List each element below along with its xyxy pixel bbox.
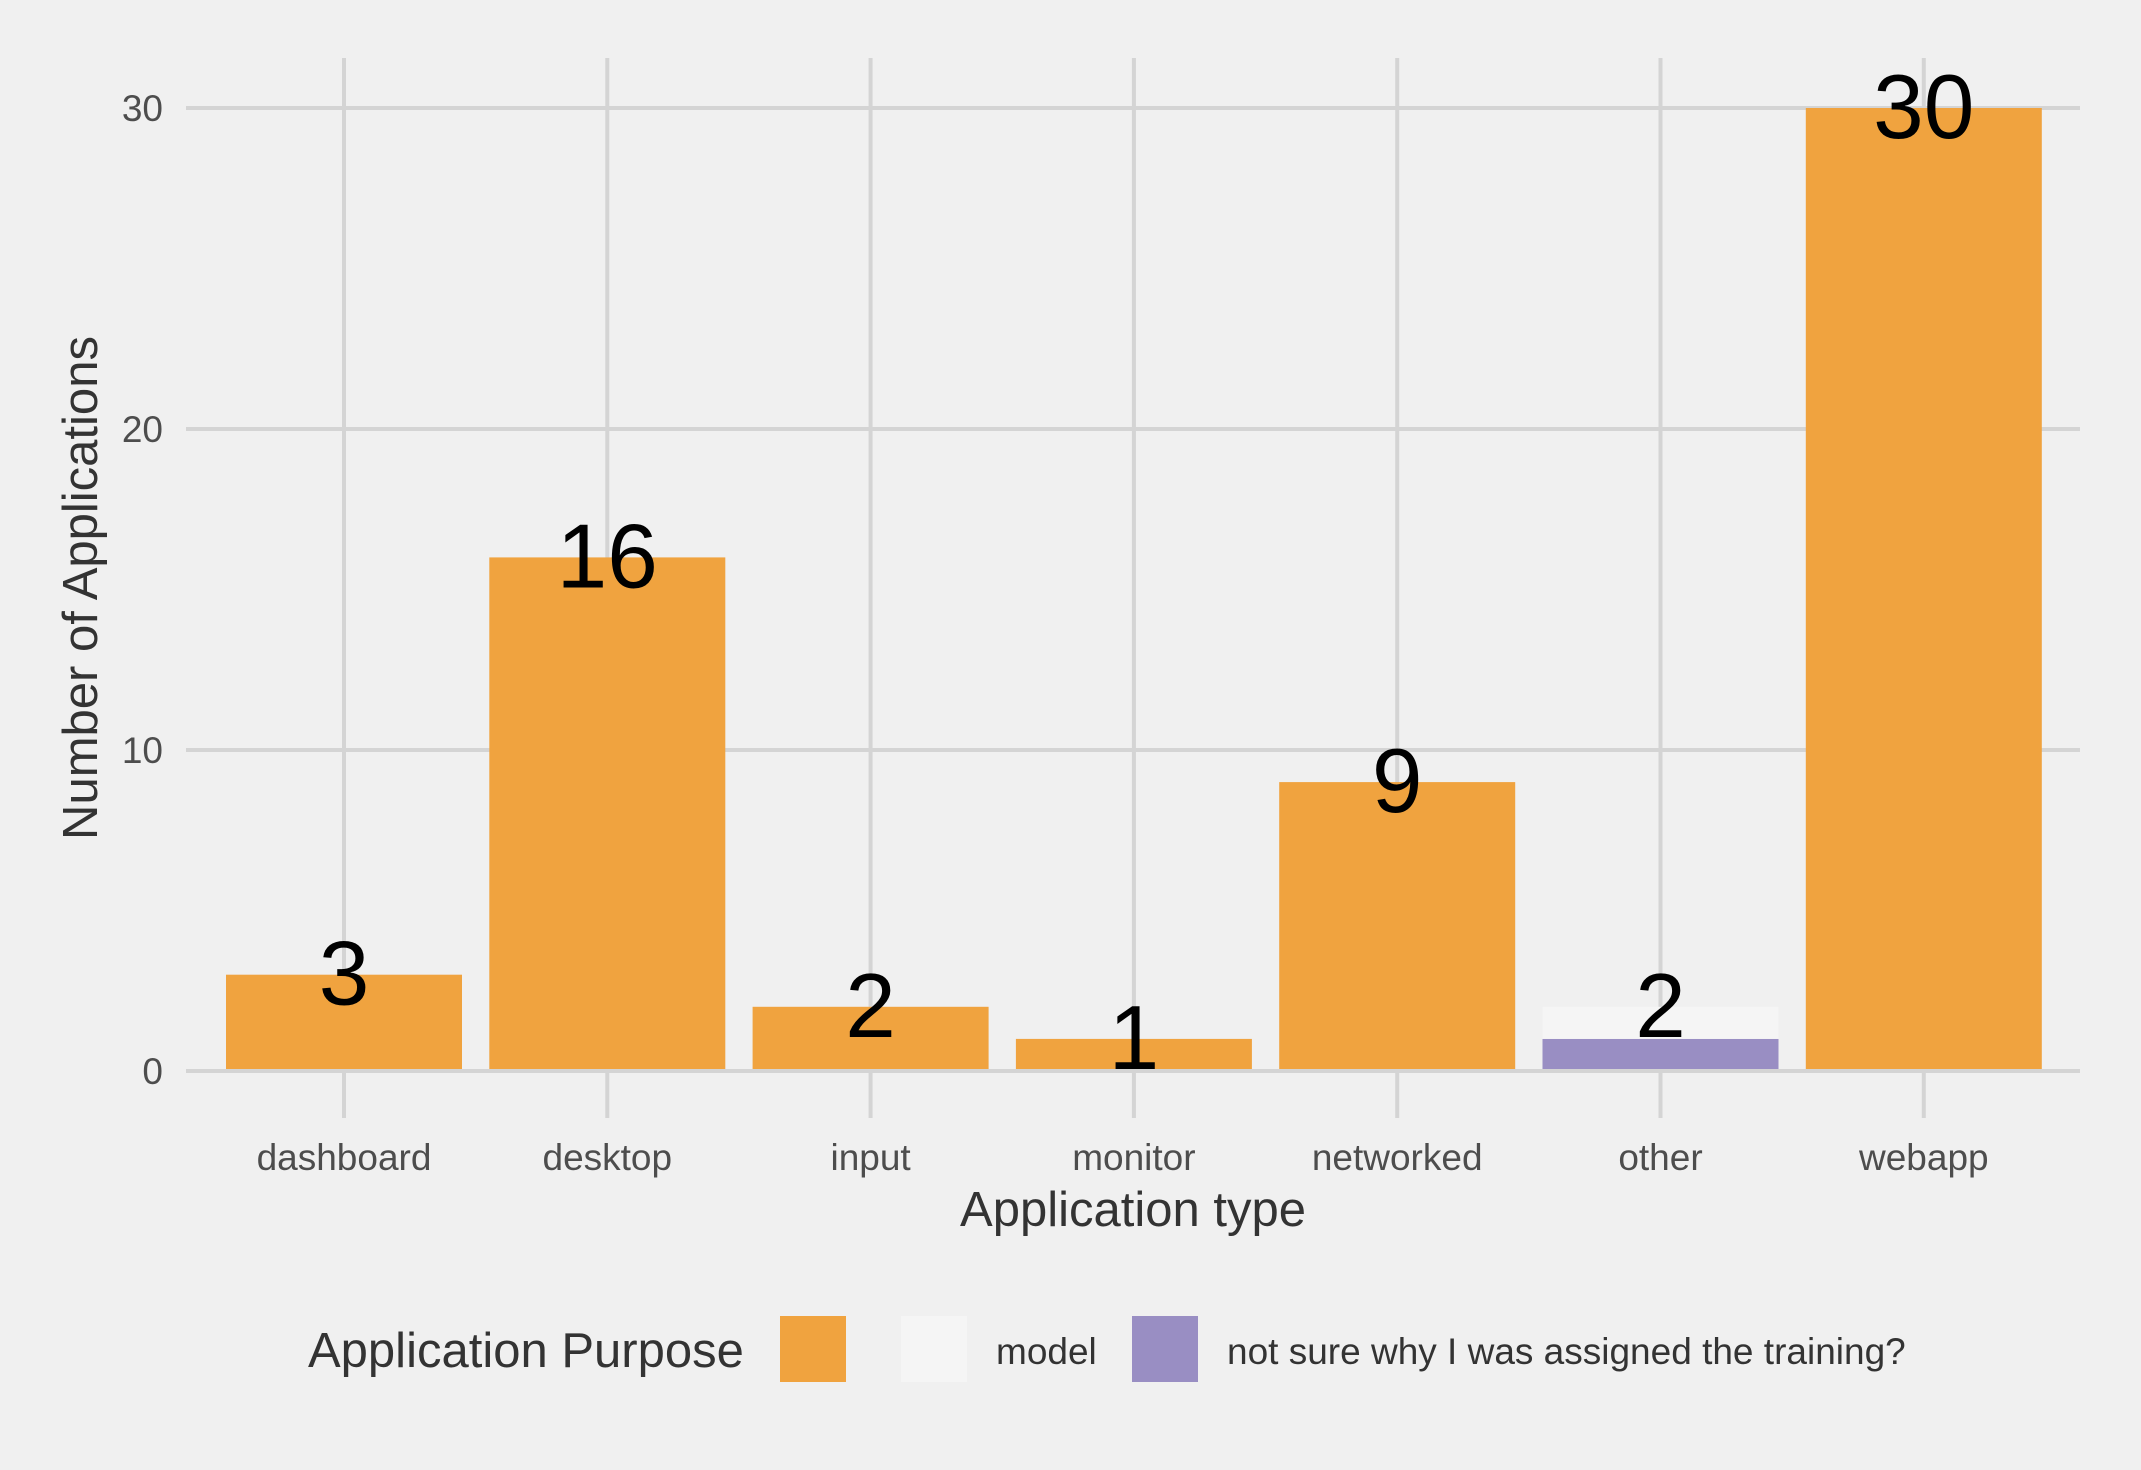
- data-label: 2: [845, 956, 896, 1057]
- data-label: 30: [1873, 57, 1974, 158]
- legend-swatch-2: [1132, 1316, 1198, 1382]
- x-tick-label: monitor: [1072, 1137, 1195, 1178]
- legend-label-2: not sure why I was assigned the training…: [1227, 1331, 1906, 1372]
- bar-desktop-series-0: [489, 557, 726, 1071]
- y-tick-label: 20: [122, 409, 163, 450]
- y-tick-label: 0: [142, 1051, 163, 1092]
- y-tick-label: 10: [122, 730, 163, 771]
- data-label: 16: [557, 506, 658, 607]
- bars: [226, 108, 2042, 1071]
- legend-swatch-1: [901, 1316, 967, 1382]
- x-tick-label: input: [830, 1137, 911, 1178]
- x-tick-label: dashboard: [257, 1137, 432, 1178]
- bar-webapp-series-0: [1805, 108, 2042, 1071]
- x-axis-title: Application type: [960, 1183, 1306, 1237]
- bar-networked-series-0: [1279, 782, 1516, 1071]
- data-label: 2: [1635, 956, 1686, 1057]
- bar-other-series-1: [1542, 1006, 1779, 1039]
- legend-title: Application Purpose: [308, 1324, 744, 1378]
- axes: 0 10 20 30 dashboard desktop input monitor netwo…: [122, 88, 2080, 1178]
- bar-dashboard-series-0: [226, 974, 462, 1071]
- x-tick-label: webapp: [1858, 1137, 1989, 1178]
- x-tick-label: desktop: [543, 1137, 673, 1178]
- legend-label-1: model: [996, 1331, 1097, 1372]
- bar-input-series-0: [752, 1006, 989, 1071]
- y-tick-label: 30: [122, 88, 163, 129]
- data-label: 3: [319, 924, 370, 1025]
- y-axis-title: Number of Applications: [54, 336, 108, 840]
- grid-lines: [186, 58, 2080, 1073]
- data-label: 9: [1372, 731, 1423, 832]
- bar-monitor-series-0: [1015, 1038, 1252, 1071]
- bar-other-series-2: [1542, 1038, 1779, 1071]
- legend: Application Purpose model not sure why I…: [308, 1316, 1906, 1382]
- x-tick-label: other: [1618, 1137, 1702, 1178]
- x-tick-label: networked: [1312, 1137, 1483, 1178]
- legend-swatch-0: [780, 1316, 846, 1382]
